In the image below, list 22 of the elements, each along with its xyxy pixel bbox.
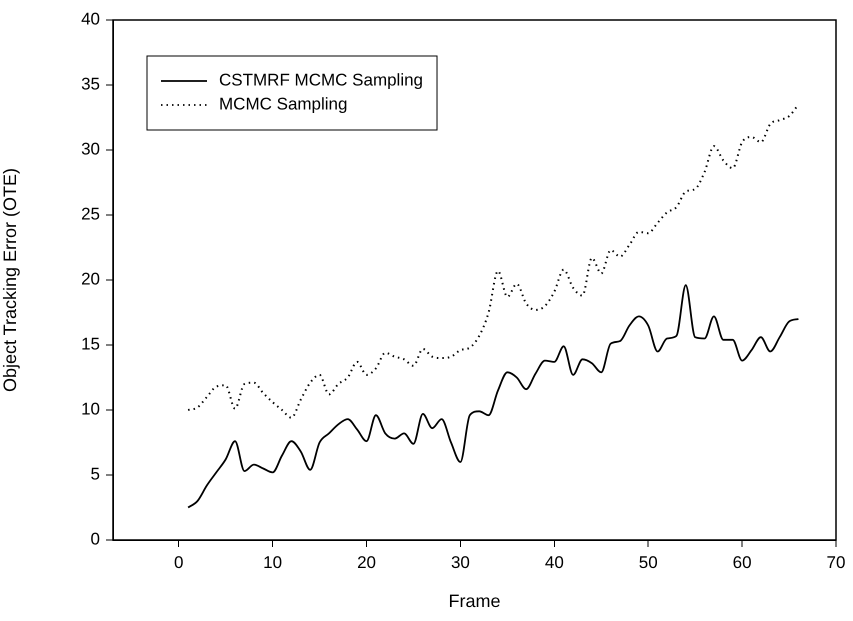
- x-axis-title: Frame: [448, 591, 501, 612]
- y-tick-label: 5: [90, 464, 100, 484]
- y-tick-label: 35: [81, 74, 100, 94]
- y-axis-title: Object Tracking Error (OTE): [0, 168, 20, 392]
- y-tick-label: 20: [81, 270, 100, 289]
- y-tick-label: 15: [81, 334, 100, 354]
- x-tick-label: 60: [732, 552, 752, 572]
- y-tick-label: 0: [90, 530, 100, 549]
- y-tick-label: 30: [81, 140, 100, 159]
- x-tick-label: 50: [638, 552, 658, 572]
- legend-label: MCMC Sampling: [219, 94, 348, 114]
- y-tick-label: 40: [81, 10, 100, 29]
- y-tick-label: 25: [81, 204, 100, 224]
- x-tick-label: 70: [826, 552, 846, 572]
- x-tick-label: 40: [544, 552, 564, 572]
- x-tick-label: 30: [450, 552, 470, 572]
- line-series: [187, 284, 800, 508]
- y-tick-label: 10: [81, 400, 100, 419]
- x-tick-label: 20: [357, 552, 376, 572]
- legend-label: CSTMRF MCMC Sampling: [219, 70, 424, 90]
- x-tick-label: 0: [174, 552, 184, 572]
- x-tick-label: 10: [263, 552, 282, 572]
